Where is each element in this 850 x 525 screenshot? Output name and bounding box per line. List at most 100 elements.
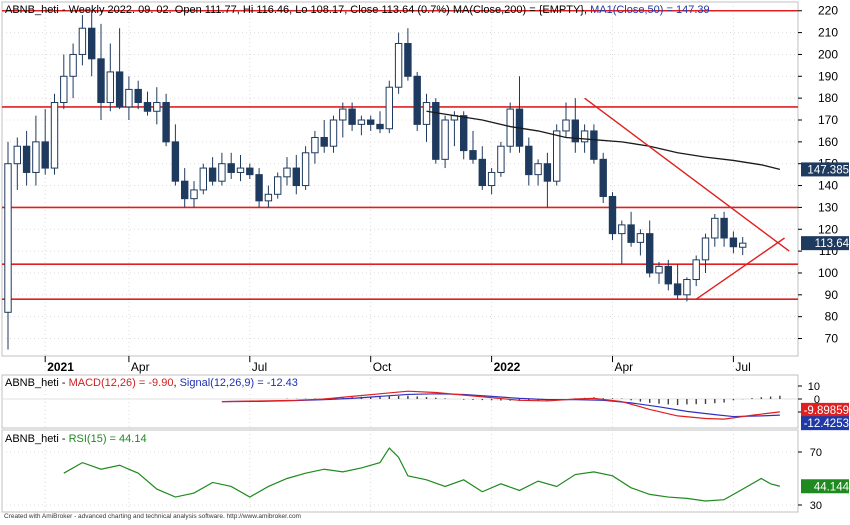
candle-body — [4, 163, 12, 313]
candle-body — [181, 180, 189, 200]
candle-body — [376, 123, 384, 130]
macd-line — [221, 390, 780, 420]
candle-body — [478, 158, 487, 187]
candle-body — [497, 145, 505, 173]
date-tick-label: 2022 — [494, 360, 521, 374]
last-close-label-bg — [801, 236, 849, 251]
candle-body — [311, 136, 319, 154]
date-tick-label: Apr — [131, 360, 150, 374]
trendlines — [584, 97, 790, 300]
candle-body — [394, 43, 403, 88]
candle-body — [320, 136, 328, 147]
candle-body — [608, 195, 617, 235]
candle-body — [655, 265, 663, 274]
price-tick-label: 160 — [818, 135, 838, 149]
candle-body — [274, 176, 282, 195]
rsi-value-label-bg — [801, 479, 849, 494]
candle-body — [97, 58, 105, 104]
candle-body — [534, 163, 542, 176]
candle-body — [432, 102, 440, 160]
candle-body — [218, 163, 226, 182]
candle-body — [162, 102, 170, 143]
candle-body — [367, 119, 375, 125]
candle-body — [115, 71, 124, 108]
date-tick-label: Apr — [615, 360, 634, 374]
candle-body — [143, 102, 152, 112]
candle-body — [50, 102, 59, 169]
macd-value-label: -9.89859 — [804, 405, 849, 417]
candles — [4, 10, 747, 350]
trendline — [695, 237, 785, 300]
rsi-panel[interactable] — [1, 429, 799, 513]
footer-credit: Created with AmiBroker - advanced charti… — [4, 513, 301, 520]
rsi-tick-label: 70 — [810, 447, 822, 459]
macd-panel[interactable] — [1, 374, 799, 429]
candle-body — [357, 119, 366, 125]
candle-body — [701, 237, 710, 261]
date-tick-label: Jul — [735, 360, 750, 374]
candle-body — [106, 71, 114, 104]
date-axis: 2021 Apr Jul Oct 2022 Apr Jul — [44, 2, 751, 512]
candle-body — [562, 119, 570, 132]
candle-body — [487, 171, 496, 187]
candle-body — [153, 102, 161, 112]
price-tick-label: 210 — [818, 26, 838, 40]
candle-body — [627, 224, 635, 243]
candle-body — [385, 86, 394, 130]
candle-body — [339, 108, 347, 121]
price-tick-label: 220 — [818, 4, 838, 18]
price-tick-label: 120 — [818, 222, 838, 236]
rsi-line — [63, 447, 781, 502]
candle-body — [599, 158, 607, 197]
candle-body — [571, 119, 579, 143]
signal-value-label: -12.4253 — [804, 418, 849, 430]
candle-body — [646, 233, 654, 274]
candle-body — [255, 174, 263, 202]
price-tick-label: 70 — [825, 332, 839, 346]
candle-body — [525, 145, 533, 176]
candle-body — [69, 53, 77, 77]
price-header: ABNB_heti - Weekly 2022. 09. 02. Open 11… — [5, 4, 710, 16]
candle-body — [283, 167, 291, 178]
candle-body — [60, 75, 68, 104]
price-panel[interactable] — [1, 1, 799, 357]
candle-body — [292, 167, 301, 187]
rsi-value-label: 44.144 — [814, 481, 850, 493]
price-tick-label: 100 — [818, 266, 838, 280]
rsi-header: ABNB_heti - RSI(15) = 44.14 — [5, 433, 147, 445]
candle-body — [422, 102, 431, 125]
candle-body — [506, 108, 514, 147]
candle-body — [134, 88, 142, 104]
candle-body — [720, 217, 728, 239]
candle-body — [264, 193, 273, 202]
candle-body — [683, 279, 691, 296]
candle-body — [78, 27, 87, 55]
candle-body — [227, 163, 235, 173]
candle-body — [22, 145, 31, 173]
ma50-line — [426, 110, 781, 171]
candle-body — [636, 233, 645, 243]
candle-body — [413, 75, 421, 125]
candle-body — [190, 189, 198, 200]
ma-value-label-bg — [801, 162, 849, 177]
last-close-label: 113.64 — [815, 238, 850, 250]
signal-line — [221, 393, 780, 418]
candle-body — [739, 242, 747, 248]
candle-body — [88, 27, 96, 60]
rsi-tick-label: 30 — [810, 500, 822, 512]
macd-value-label-bg — [801, 402, 849, 417]
candle-body — [711, 217, 719, 239]
price-tick-label: 140 — [818, 179, 838, 193]
candle-body — [543, 163, 552, 182]
candle-body — [41, 141, 49, 169]
signal-value-label-bg — [801, 416, 849, 431]
ma50-polyline — [426, 110, 781, 171]
candle-body — [692, 259, 700, 281]
candle-body — [32, 141, 40, 173]
price-tick-label: 170 — [818, 113, 838, 127]
trendline — [584, 97, 790, 252]
date-tick-label: Jul — [252, 360, 267, 374]
date-tick-label: 2021 — [47, 360, 74, 374]
